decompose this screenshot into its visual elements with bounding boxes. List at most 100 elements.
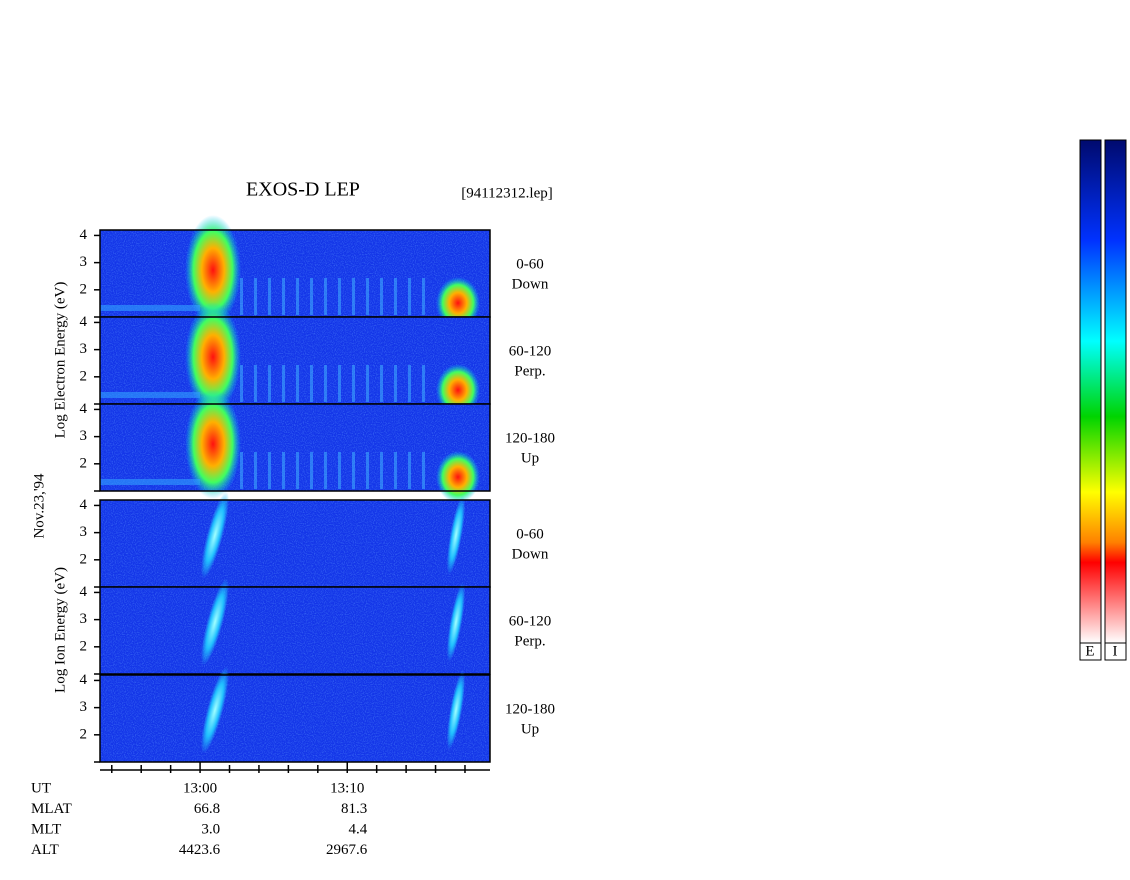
panel [99, 491, 491, 588]
panel-label: 0-60 [516, 256, 544, 272]
x-tick-label: 13:00 [183, 780, 217, 796]
row-value: 2967.6 [326, 842, 368, 858]
chart-title: EXOS-D LEP [246, 179, 360, 201]
panel-label: Down [512, 276, 549, 292]
feature [324, 278, 327, 315]
feature [394, 278, 397, 315]
y-tick-label: 3 [80, 611, 88, 627]
feature [296, 365, 299, 402]
feature [296, 452, 299, 489]
feature [338, 365, 341, 402]
feature [254, 278, 257, 315]
row-value: 66.8 [194, 801, 220, 817]
y-tick-label: 4 [80, 401, 88, 417]
feature [185, 389, 241, 499]
panel [99, 215, 491, 329]
feature [422, 452, 425, 489]
panel-frame [99, 586, 491, 675]
feature [446, 582, 466, 662]
panel [99, 302, 491, 416]
panel-label: Up [521, 450, 539, 466]
feature [282, 452, 285, 489]
y-tick-label: 2 [80, 638, 88, 654]
feature [282, 278, 285, 315]
row-label: ALT [31, 842, 59, 858]
panel [99, 666, 491, 763]
feature [394, 365, 397, 402]
feature [380, 365, 383, 402]
y-tick-label: 4 [80, 672, 88, 688]
panel-label: Down [512, 546, 549, 562]
row-label: MLT [31, 821, 61, 837]
y-tick-label: 4 [80, 584, 88, 600]
feature [380, 278, 383, 315]
feature [185, 302, 241, 412]
feature [352, 452, 355, 489]
feature [422, 365, 425, 402]
row-value: 4423.6 [179, 842, 221, 858]
panel-label: 0-60 [516, 526, 544, 542]
feature [268, 278, 271, 315]
y-tick-label: 2 [80, 281, 88, 297]
y-tick-label: 4 [80, 227, 88, 243]
panel-frame [99, 674, 491, 763]
feature [324, 452, 327, 489]
feature [240, 278, 243, 315]
panel-label: 60-120 [509, 343, 552, 359]
y-tick-label: 2 [80, 726, 88, 742]
feature [201, 666, 229, 754]
date-label: Nov.23,'94 [31, 473, 47, 539]
y-tick-label: 3 [80, 428, 88, 444]
panel-label: 120-180 [505, 701, 555, 717]
feature [324, 365, 327, 402]
feature [338, 452, 341, 489]
colorbar-box [1079, 642, 1102, 661]
feature [422, 278, 425, 315]
feature [408, 365, 411, 402]
file-label: [94112312.lep] [461, 185, 553, 201]
colorbar-label: E [1085, 643, 1094, 659]
feature [100, 479, 200, 485]
y-tick-label: 4 [80, 314, 88, 330]
noise [100, 587, 490, 674]
noise [100, 404, 490, 491]
feature [436, 277, 480, 329]
feature [100, 392, 200, 398]
panel [99, 389, 491, 503]
y-tick-label: 3 [80, 341, 88, 357]
feature [408, 452, 411, 489]
noise [100, 675, 490, 762]
feature [282, 365, 285, 402]
panel-label: Perp. [514, 363, 545, 379]
y-tick-label: 4 [80, 497, 88, 513]
y-tick-label: 2 [80, 551, 88, 567]
feature [310, 278, 313, 315]
feature [394, 452, 397, 489]
feature [185, 215, 241, 325]
panel-label: 60-120 [509, 613, 552, 629]
panel-frame [99, 403, 491, 492]
feature [436, 451, 480, 503]
feature [338, 278, 341, 315]
colorbar-box [1104, 642, 1127, 661]
y-tick-label: 3 [80, 254, 88, 270]
feature [201, 578, 229, 666]
noise [100, 230, 490, 317]
y-tick-label: 2 [80, 455, 88, 471]
feature [446, 495, 466, 575]
feature [310, 452, 313, 489]
feature [254, 452, 257, 489]
panel-label: Perp. [514, 633, 545, 649]
colorbar [1079, 139, 1102, 644]
feature [436, 364, 480, 416]
row-label: MLAT [31, 801, 72, 817]
axis-label: Log Ion Energy (eV) [52, 567, 68, 693]
feature [254, 365, 257, 402]
noise [100, 317, 490, 404]
feature [352, 278, 355, 315]
feature [446, 670, 466, 750]
feature [268, 452, 271, 489]
feature [408, 278, 411, 315]
feature [240, 365, 243, 402]
